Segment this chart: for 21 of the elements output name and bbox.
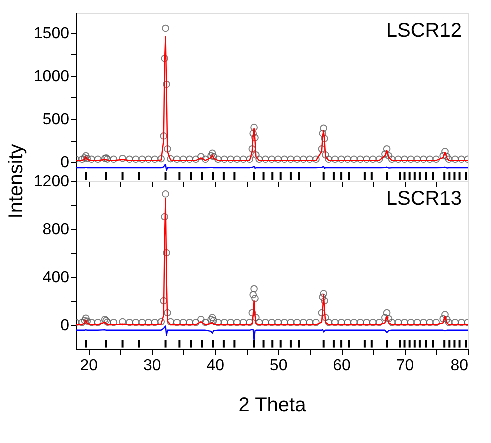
y-tick-label: 400 [42, 270, 70, 286]
x-axis-title: 2 Theta [238, 394, 308, 416]
line-series [76, 164, 468, 172]
chart-title: LSCR12 [386, 20, 462, 42]
y-tick-label: 0 [60, 154, 70, 172]
y-tick-label: 0 [60, 318, 70, 334]
y-tick-label: 800 [42, 222, 70, 238]
x-tick-label: 80 [450, 358, 469, 374]
x-tick-label: 60 [333, 358, 352, 374]
y-tick-label: 1000 [34, 68, 70, 86]
x-tick-label: 70 [396, 358, 414, 374]
x-tick-label: 20 [80, 358, 98, 374]
line-series [76, 326, 468, 342]
y-axis-title: Intensity [6, 144, 28, 219]
y-tick-label: 1200 [34, 174, 70, 190]
y-tick-label: 500 [42, 111, 70, 128]
chart-title: LSCR13 [386, 188, 462, 210]
x-tick-label: 40 [206, 358, 225, 374]
x-tick-label: 50 [270, 358, 288, 374]
y-tick-label: 1500 [34, 25, 70, 42]
x-tick-label: 30 [143, 358, 162, 374]
